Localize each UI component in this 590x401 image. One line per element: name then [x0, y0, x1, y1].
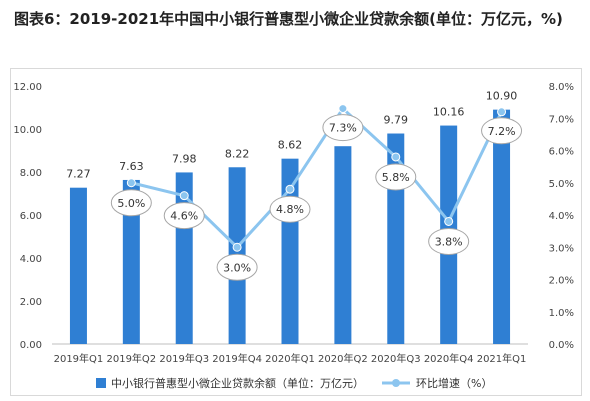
legend-line-label: 环比增速（%） — [416, 376, 492, 390]
growth-point — [444, 216, 454, 226]
growth-label-bubble — [322, 114, 364, 142]
x-tick-label: 2021年Q1 — [477, 352, 527, 365]
x-tick-label: 2019年Q4 — [212, 352, 262, 365]
y-right-tick-label: 6.0% — [549, 147, 574, 158]
growth-point — [391, 152, 401, 162]
x-tick-label: 2019年Q3 — [159, 352, 209, 365]
bar-value-label: 10.90 — [486, 90, 518, 103]
x-tick-label: 2020年Q3 — [371, 352, 421, 365]
y-right-tick-label: 3.0% — [549, 243, 574, 254]
legend-line-marker — [392, 379, 400, 387]
bar-value-label: 7.98 — [172, 152, 197, 165]
growth-label-bubble — [110, 189, 152, 217]
growth-point — [126, 178, 136, 188]
y-right-tick-label: 4.0% — [549, 211, 574, 222]
bar-value-label: 8.62 — [278, 139, 303, 152]
growth-label-bubble — [481, 117, 523, 145]
growth-value-label: 5.0% — [117, 197, 145, 210]
legend-bar-label: 中小银行普惠型小微企业贷款余额（单位：万亿元） — [111, 376, 364, 390]
x-tick-label: 2020年Q2 — [318, 352, 368, 365]
y-right-tick-label: 8.0% — [549, 82, 574, 93]
x-tick-label: 2019年Q2 — [106, 352, 156, 365]
y-right-tick-label: 5.0% — [549, 179, 574, 190]
bar-value-label: 7.63 — [119, 160, 144, 173]
y-right-tick-label: 2.0% — [549, 276, 574, 287]
y-left-tick-label: 4.00 — [20, 254, 42, 265]
bar — [69, 187, 87, 344]
chart-title: 图表6：2019-2021年中国中小银行普惠型小微企业贷款余额(单位：万亿元，%… — [14, 10, 563, 28]
bar-value-label: 7.27 — [66, 168, 91, 181]
y-right-tick-label: 0.0% — [549, 340, 574, 351]
growth-value-label: 7.3% — [329, 122, 357, 135]
x-tick-label: 2020年Q4 — [424, 352, 474, 365]
bar-value-label: 8.22 — [225, 147, 250, 160]
growth-label-bubble — [163, 202, 205, 230]
y-right-tick-label: 7.0% — [549, 114, 574, 125]
growth-point — [497, 107, 507, 117]
bar-value-label: 10.16 — [433, 106, 465, 119]
growth-label-bubble — [269, 195, 311, 223]
growth-value-label: 5.8% — [382, 171, 410, 184]
y-left-tick-label: 10.00 — [13, 125, 42, 136]
growth-value-label: 4.6% — [170, 210, 198, 223]
growth-label-bubble — [216, 253, 258, 281]
x-tick-label: 2019年Q1 — [54, 352, 104, 365]
growth-value-label: 3.0% — [223, 261, 251, 274]
y-left-tick-label: 0.00 — [20, 340, 42, 351]
y-left-tick-label: 2.00 — [20, 297, 42, 308]
growth-value-label: 3.8% — [435, 235, 463, 248]
bar — [334, 146, 352, 344]
growth-value-label: 7.2% — [488, 125, 516, 138]
growth-label-bubble — [375, 163, 417, 191]
growth-point — [285, 184, 295, 194]
x-tick-label: 2020年Q1 — [265, 352, 315, 365]
growth-label-bubble — [428, 227, 470, 255]
growth-point — [179, 191, 189, 201]
y-left-tick-label: 12.00 — [13, 82, 42, 93]
bar — [122, 179, 140, 344]
y-left-tick-label: 6.00 — [20, 211, 42, 222]
legend-bar-swatch — [96, 378, 106, 388]
growth-value-label: 4.8% — [276, 203, 304, 216]
bar-value-label: 9.79 — [384, 114, 409, 127]
y-left-tick-label: 8.00 — [20, 168, 42, 179]
y-right-tick-label: 1.0% — [549, 308, 574, 319]
growth-point — [338, 104, 348, 114]
bar — [493, 109, 511, 345]
growth-point — [232, 242, 242, 252]
